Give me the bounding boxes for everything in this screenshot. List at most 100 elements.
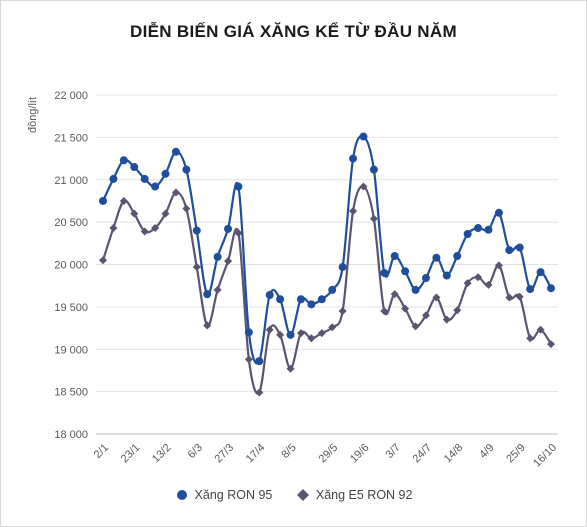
x-tick-label: 16/10 — [531, 442, 559, 470]
data-point-ron95 — [338, 263, 347, 272]
y-tick-label: 19 000 — [54, 344, 88, 356]
data-point-ron95 — [442, 271, 451, 280]
data-point-e5ron92 — [151, 224, 160, 233]
data-point-e5ron92 — [484, 280, 493, 289]
data-point-e5ron92 — [453, 306, 462, 315]
data-point-ron95 — [224, 224, 233, 233]
data-point-e5ron92 — [411, 322, 420, 331]
series-line-ron95 — [102, 134, 552, 365]
data-point-e5ron92 — [474, 273, 483, 282]
data-point-ron95 — [234, 182, 243, 191]
data-point-e5ron92 — [255, 388, 264, 397]
x-tick-label: 23/1 — [119, 442, 143, 466]
x-tick-label: 3/7 — [384, 442, 403, 461]
data-point-ron95 — [536, 268, 545, 277]
data-point-e5ron92 — [494, 261, 503, 270]
data-point-ron95 — [494, 208, 503, 217]
data-point-ron95 — [369, 165, 378, 174]
data-point-ron95 — [130, 163, 139, 172]
data-point-ron95 — [349, 154, 358, 163]
data-point-ron95 — [463, 229, 472, 238]
data-point-e5ron92 — [432, 293, 441, 302]
data-point-e5ron92 — [463, 279, 472, 288]
x-tick-label: 14/8 — [442, 442, 466, 466]
data-point-e5ron92 — [505, 293, 514, 302]
data-point-ron95 — [505, 246, 514, 255]
data-point-ron95 — [192, 226, 201, 235]
data-point-e5ron92 — [442, 315, 451, 324]
data-point-e5ron92 — [276, 330, 285, 339]
data-point-e5ron92 — [99, 256, 107, 265]
circle-marker-icon — [176, 490, 187, 500]
data-point-ron95 — [453, 252, 462, 261]
data-point-e5ron92 — [140, 227, 149, 236]
x-tick-label: 6/3 — [186, 442, 205, 461]
data-point-e5ron92 — [171, 188, 180, 197]
data-point-e5ron92 — [296, 329, 305, 338]
x-tick-label: 25/9 — [504, 442, 528, 466]
y-tick-label: 20 000 — [54, 260, 88, 272]
data-point-e5ron92 — [192, 263, 201, 272]
data-point-ron95 — [328, 285, 337, 294]
data-point-e5ron92 — [161, 209, 170, 218]
y-tick-label: 18 500 — [54, 387, 88, 399]
data-point-e5ron92 — [109, 224, 118, 233]
legend: Xăng RON 95 Xăng E5 RON 92 — [0, 488, 587, 505]
data-point-ron95 — [119, 156, 128, 165]
data-point-e5ron92 — [421, 311, 430, 320]
x-tick-label: 8/5 — [279, 442, 298, 461]
data-point-ron95 — [203, 290, 212, 299]
x-tick-label: 19/6 — [348, 442, 372, 466]
data-point-e5ron92 — [526, 334, 535, 343]
data-point-e5ron92 — [307, 334, 316, 343]
data-point-e5ron92 — [224, 257, 233, 266]
y-tick-label: 18 000 — [54, 429, 88, 441]
data-point-ron95 — [161, 169, 170, 178]
data-point-ron95 — [432, 253, 441, 262]
x-tick-label: 27/3 — [213, 442, 237, 466]
data-point-ron95 — [182, 165, 191, 174]
data-point-ron95 — [286, 330, 295, 339]
data-point-ron95 — [359, 132, 368, 141]
data-point-ron95 — [484, 225, 493, 234]
data-point-ron95 — [109, 174, 118, 183]
data-point-e5ron92 — [182, 204, 191, 213]
data-point-ron95 — [401, 267, 410, 276]
data-point-e5ron92 — [338, 307, 347, 316]
data-point-e5ron92 — [328, 323, 337, 332]
data-point-e5ron92 — [369, 214, 378, 223]
data-point-ron95 — [265, 291, 274, 300]
data-point-e5ron92 — [390, 290, 399, 299]
x-tick-label: 13/2 — [150, 442, 174, 466]
y-tick-label: 22 000 — [54, 90, 88, 102]
data-point-e5ron92 — [244, 355, 253, 364]
data-point-ron95 — [276, 295, 285, 304]
data-point-e5ron92 — [547, 340, 555, 349]
x-tick-label: 2/1 — [92, 442, 111, 461]
data-point-ron95 — [515, 243, 524, 252]
x-tick-label: 29/5 — [317, 442, 341, 466]
chart-title: DIỄN BIẾN GIÁ XĂNG KỂ TỪ ĐẦU NĂM — [130, 22, 457, 41]
data-point-e5ron92 — [130, 209, 139, 218]
data-point-e5ron92 — [265, 325, 274, 334]
data-point-ron95 — [526, 285, 535, 294]
x-tick-label: 24/7 — [410, 442, 434, 466]
data-point-ron95 — [171, 147, 180, 156]
legend-label-ron95: Xăng RON 95 — [194, 488, 273, 502]
data-point-e5ron92 — [286, 364, 295, 373]
y-tick-label: 20 500 — [54, 217, 88, 229]
data-point-ron95 — [317, 295, 326, 304]
legend-item-e5ron92: Xăng E5 RON 92 — [296, 488, 412, 502]
data-point-ron95 — [307, 300, 316, 309]
diamond-marker-icon — [296, 489, 309, 501]
data-point-ron95 — [213, 252, 222, 261]
y-tick-label: 21 500 — [54, 132, 88, 144]
data-point-ron95 — [99, 196, 107, 205]
legend-item-ron95: Xăng RON 95 — [175, 488, 273, 502]
data-point-e5ron92 — [234, 229, 243, 238]
series-line-e5ron92 — [101, 185, 552, 395]
data-point-e5ron92 — [349, 207, 358, 216]
data-point-e5ron92 — [536, 325, 545, 334]
data-point-ron95 — [547, 284, 555, 293]
